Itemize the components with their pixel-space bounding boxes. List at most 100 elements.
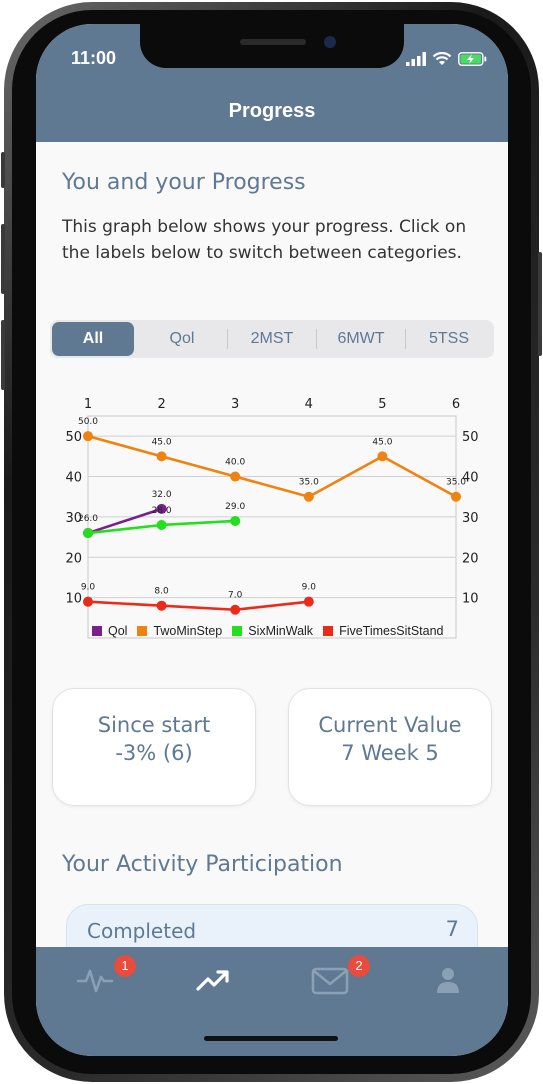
data-label-TwoMinStep: 35.0 bbox=[299, 478, 319, 488]
navigation-bar: Progress bbox=[36, 84, 508, 142]
x-tick-label: 6 bbox=[452, 397, 460, 412]
data-label-TwoMinStep: 35.0 bbox=[446, 478, 466, 488]
tab-activity[interactable]: 1 bbox=[66, 955, 136, 1001]
data-label-Qol: 32.0 bbox=[152, 490, 172, 500]
data-label-TwoMinStep: 45.0 bbox=[152, 437, 172, 447]
data-label-TwoMinStep: 45.0 bbox=[372, 437, 392, 447]
main-content[interactable]: You and your Progress This graph below s… bbox=[36, 142, 508, 947]
progress-description: This graph below shows your progress. Cl… bbox=[62, 217, 467, 263]
since-start-value: -3% (6) bbox=[115, 741, 193, 765]
y-tick-label-left: 10 bbox=[65, 592, 82, 607]
data-point-FiveTimesSitStand bbox=[230, 604, 241, 615]
data-point-TwoMinStep bbox=[230, 471, 241, 482]
data-label-Qol: 26.0 bbox=[78, 514, 98, 524]
y-tick-label-left: 20 bbox=[65, 551, 82, 566]
notch bbox=[140, 24, 404, 68]
segment-all[interactable]: All bbox=[52, 322, 134, 356]
data-point-SixMinWalk bbox=[83, 528, 93, 539]
activity-icon bbox=[76, 969, 114, 993]
volume-up-button bbox=[1, 224, 5, 294]
data-point-TwoMinStep bbox=[451, 491, 461, 502]
data-point-Qol bbox=[156, 503, 167, 514]
x-tick-label: 5 bbox=[378, 397, 386, 412]
x-tick-label: 3 bbox=[231, 397, 239, 412]
plot-frame bbox=[87, 415, 457, 639]
power-button bbox=[538, 252, 542, 356]
completed-card[interactable]: Completed 7 bbox=[66, 904, 478, 947]
segment-6mwt[interactable]: 6MWT bbox=[337, 330, 385, 347]
side-button bbox=[1, 152, 5, 188]
y-tick-label-left: 40 bbox=[65, 471, 82, 486]
legend-swatch-twominstep bbox=[137, 626, 148, 636]
since-start-card: Since start -3% (6) bbox=[52, 688, 256, 806]
y-tick-label-right: 20 bbox=[462, 551, 479, 566]
data-point-TwoMinStep bbox=[156, 451, 167, 462]
legend-label-qol: Qol bbox=[108, 624, 128, 638]
data-point-TwoMinStep bbox=[303, 491, 314, 502]
segment-2mst[interactable]: 2MST bbox=[250, 330, 294, 347]
status-icons bbox=[406, 52, 488, 66]
data-label-TwoMinStep: 40.0 bbox=[225, 458, 245, 468]
battery-charging-icon bbox=[458, 52, 487, 66]
progress-heading: You and your Progress bbox=[62, 170, 306, 195]
speaker bbox=[240, 39, 306, 45]
app-screen: 11:00 Progress bbox=[36, 24, 508, 1056]
legend-label-fivetimessitstand: FiveTimesSitStand bbox=[339, 624, 444, 638]
series-line-Qol bbox=[87, 507, 163, 535]
data-label-FiveTimesSitStand: 9.0 bbox=[81, 583, 96, 593]
current-value-value: 7 Week 5 bbox=[341, 741, 439, 765]
wifi-icon bbox=[432, 52, 452, 65]
page-title: Progress bbox=[228, 100, 316, 122]
segment-divider bbox=[405, 329, 406, 349]
completed-label: Completed bbox=[87, 919, 197, 943]
legend-label-sixminwalk: SixMinWalk bbox=[248, 624, 314, 638]
data-point-SixMinWalk bbox=[230, 515, 241, 526]
data-label-FiveTimesSitStand: 7.0 bbox=[228, 591, 243, 601]
data-point-FiveTimesSitStand bbox=[83, 596, 93, 607]
data-point-TwoMinStep bbox=[83, 431, 93, 442]
data-label-SixMinWalk: 28.0 bbox=[152, 506, 172, 516]
current-value-card: Current Value 7 Week 5 bbox=[288, 688, 492, 806]
chart-legend: Qol TwoMinStep SixMinWalk FiveTimesSitSt… bbox=[92, 622, 472, 640]
activity-badge: 1 bbox=[114, 955, 136, 977]
y-tick-label-right: 50 bbox=[462, 430, 479, 445]
home-indicator bbox=[204, 1036, 338, 1041]
camera bbox=[324, 36, 336, 48]
progress-chart[interactable]: 10 10 20 20 30 30 40 40 50 50 1 2 3 4 5 6 26.0 32.0 50.0 45… bbox=[42, 394, 502, 644]
segment-divider bbox=[227, 329, 228, 349]
y-tick-label-left: 50 bbox=[65, 430, 82, 445]
data-label-SixMinWalk: 29.0 bbox=[225, 502, 245, 512]
volume-down-button bbox=[1, 320, 5, 390]
category-segmented-control: All Qol 2MST 6MWT 5TSS bbox=[50, 320, 494, 358]
series-line-FiveTimesSitStand bbox=[87, 600, 309, 612]
tab-messages[interactable]: 2 bbox=[300, 955, 370, 1001]
mail-icon bbox=[311, 967, 349, 995]
data-point-FiveTimesSitStand bbox=[303, 596, 314, 607]
x-tick-label: 2 bbox=[157, 397, 165, 412]
legend-label-twominstep: TwoMinStep bbox=[153, 624, 223, 638]
data-label-TwoMinStep: 50.0 bbox=[78, 417, 98, 427]
since-start-label: Since start bbox=[97, 713, 211, 737]
status-bar: 11:00 bbox=[36, 24, 508, 84]
segment-qol[interactable]: Qol bbox=[169, 330, 195, 347]
segment-5tss[interactable]: 5TSS bbox=[428, 330, 469, 347]
x-tick-label: 4 bbox=[305, 397, 313, 412]
data-point-FiveTimesSitStand bbox=[156, 600, 167, 611]
messages-badge: 2 bbox=[348, 955, 370, 977]
tab-progress[interactable] bbox=[184, 957, 244, 1001]
x-tick-label: 1 bbox=[84, 397, 92, 412]
signal-icon bbox=[406, 52, 426, 66]
y-tick-label-right: 40 bbox=[462, 471, 479, 486]
y-tick-label-right: 10 bbox=[462, 592, 479, 607]
data-point-SixMinWalk bbox=[156, 519, 167, 530]
completed-value: 7 bbox=[445, 917, 459, 941]
tab-profile[interactable] bbox=[418, 957, 478, 1001]
data-point-TwoMinStep bbox=[377, 451, 388, 462]
y-tick-label-right: 30 bbox=[462, 511, 479, 526]
legend-swatch-fivetimessitstand bbox=[323, 626, 334, 636]
profile-icon bbox=[437, 968, 459, 993]
data-label-FiveTimesSitStand: 8.0 bbox=[154, 587, 169, 597]
legend-swatch-sixminwalk bbox=[232, 626, 243, 636]
current-value-label: Current Value bbox=[318, 713, 462, 737]
trending-up-icon bbox=[196, 970, 229, 991]
